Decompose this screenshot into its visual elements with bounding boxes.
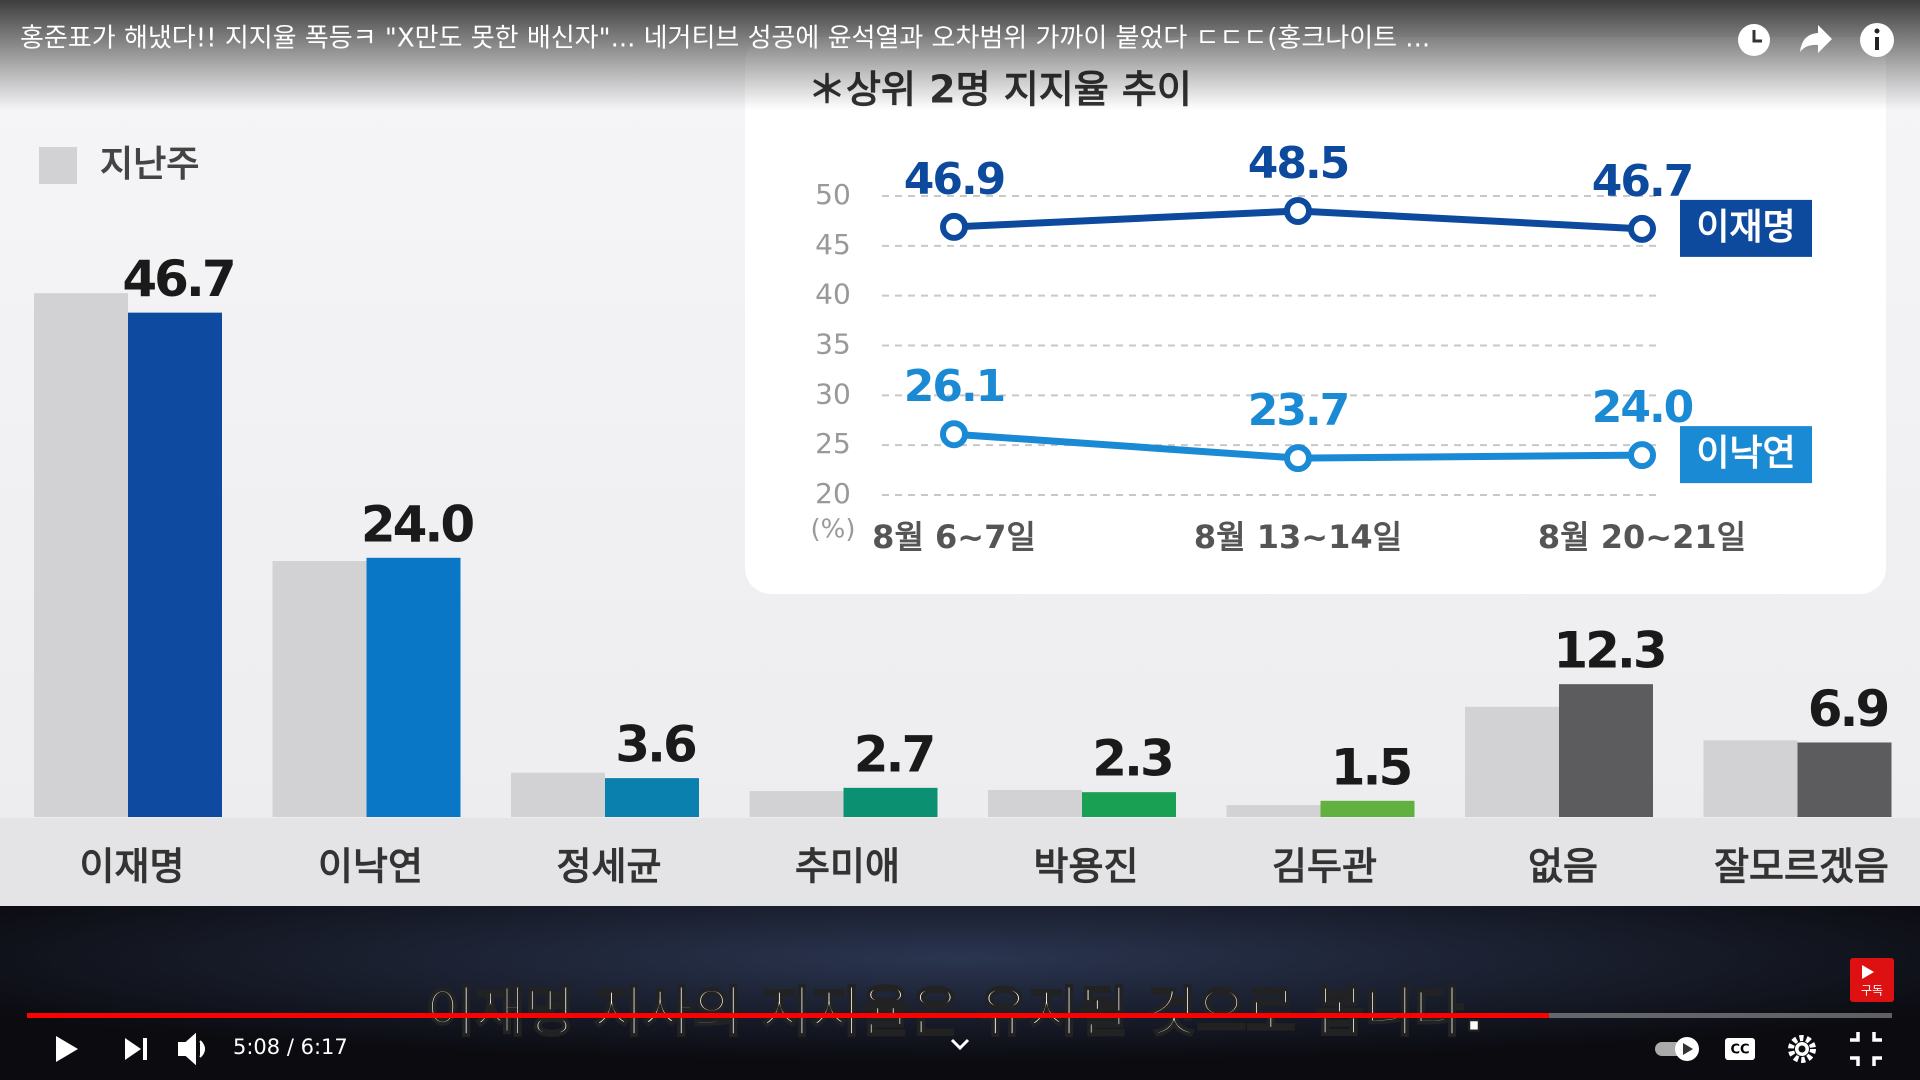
y-tick-label: 35 <box>815 328 851 361</box>
value-label: 24.0 <box>361 495 474 553</box>
fullscreen-exit[interactable] <box>1850 1032 1882 1066</box>
x-tick-label: 8월 20~21일 <box>1538 518 1746 556</box>
bar <box>366 557 461 817</box>
point <box>940 420 968 449</box>
value-label: 6.9 <box>1808 680 1888 738</box>
autoplay-toggle[interactable] <box>1655 1037 1699 1061</box>
y-tick-label: 25 <box>815 427 851 460</box>
time-display: 5:08 / 6:17 <box>233 1035 348 1059</box>
bar <box>128 312 222 817</box>
video-scene <box>0 906 1920 1080</box>
value-label: 2.7 <box>854 725 934 783</box>
category-label: 박용진 <box>1034 845 1139 889</box>
category-label: 정세균 <box>557 845 662 889</box>
bar <box>1320 800 1415 817</box>
x-tick-label: 8월 6~7일 <box>872 518 1036 556</box>
captions-button[interactable]: CC <box>1725 1038 1755 1060</box>
subscribe-icon <box>1862 965 1874 979</box>
point <box>1284 196 1312 225</box>
subscribe-button[interactable] <box>1850 958 1894 1002</box>
bar <box>34 293 128 817</box>
value-label: 46.7 <box>122 250 233 308</box>
value-label: 2.3 <box>1092 730 1172 788</box>
next-button[interactable] <box>125 1038 147 1060</box>
info-icon[interactable] <box>1860 23 1894 57</box>
series-tag <box>1680 426 1812 484</box>
value-label: 46.9 <box>904 154 1005 205</box>
bar <box>1465 706 1559 817</box>
bar <box>605 778 699 817</box>
bar <box>272 561 367 817</box>
bar <box>988 790 1082 817</box>
bar <box>1226 805 1321 817</box>
y-tick-label: 40 <box>815 278 851 311</box>
value-label: 23.7 <box>1248 385 1349 436</box>
category-band <box>0 818 1920 906</box>
legend-label: 지난주 <box>100 144 199 185</box>
value-label: 46.7 <box>1592 156 1693 207</box>
y-tick-label: 50 <box>815 178 851 211</box>
x-tick-label: 8월 13~14일 <box>1194 518 1402 556</box>
value-label: 3.6 <box>615 716 696 774</box>
bar <box>511 772 605 817</box>
bar <box>843 787 938 817</box>
y-unit-label: (%) <box>811 515 856 545</box>
share-icon[interactable] <box>1800 25 1832 53</box>
value-label: 48.5 <box>1248 138 1349 189</box>
subtitle: 이재명 지사의 지지율은 유지될 것으로 봅니다. <box>426 981 1484 1044</box>
subscribe-label[interactable]: 구독 <box>1861 984 1883 998</box>
y-tick-label: 45 <box>815 228 851 261</box>
category-label: 추미애 <box>795 845 900 889</box>
chapter-chevron[interactable] <box>950 1038 970 1051</box>
bar <box>1559 684 1653 817</box>
y-tick-label: 30 <box>815 377 851 410</box>
category-label: 잘모르겠음 <box>1714 845 1889 889</box>
point <box>1628 214 1656 243</box>
series-name: 이재명 <box>1696 207 1795 248</box>
point <box>940 212 968 241</box>
value-label: 24.0 <box>1592 382 1693 433</box>
title-overlay <box>0 0 1920 110</box>
value-label: 1.5 <box>1331 738 1411 796</box>
line-panel <box>745 37 1886 594</box>
point <box>1628 441 1656 470</box>
point <box>1284 444 1312 473</box>
svg-text:CC: CC <box>1730 1043 1749 1058</box>
series-name: 이낙연 <box>1696 433 1795 474</box>
y-tick-label: 20 <box>815 477 851 510</box>
video-title: 홍준표가 해냈다!! 지지율 폭등ㅋ "X만도 못한 배신자"... 네거티브 … <box>20 24 1430 54</box>
legend-swatch <box>39 147 77 184</box>
clock-icon[interactable] <box>1738 24 1770 56</box>
play-button[interactable] <box>56 1036 78 1062</box>
category-label: 이낙연 <box>318 845 423 889</box>
settings-button[interactable] <box>1788 1035 1816 1063</box>
volume-button[interactable] <box>178 1032 205 1066</box>
bar <box>1082 792 1176 817</box>
category-label: 김두관 <box>1272 845 1377 889</box>
category-label: 없음 <box>1528 845 1598 889</box>
category-label: 이재명 <box>80 845 185 889</box>
value-label: 26.1 <box>904 361 1005 412</box>
bar <box>1797 742 1892 817</box>
bar <box>749 791 844 817</box>
progress-played <box>27 1013 1549 1018</box>
bar <box>1703 740 1798 817</box>
series-tag <box>1680 199 1812 257</box>
value-label: 12.3 <box>1553 622 1664 680</box>
